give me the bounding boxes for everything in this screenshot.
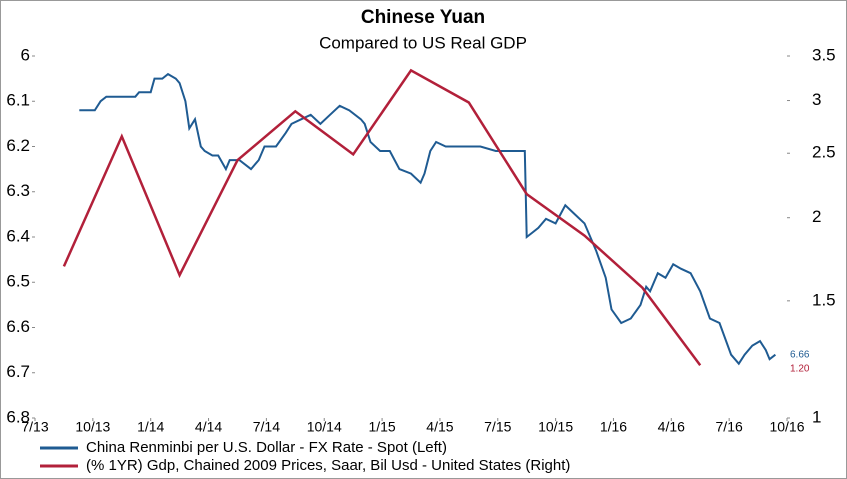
x-tick-label: 1/16 (600, 419, 627, 435)
y-tick-label: 6 (21, 45, 30, 64)
y-tick-label: 6.1 (6, 91, 30, 110)
legend-label: (% 1YR) Gdp, Chained 2009 Prices, Saar, … (86, 457, 570, 474)
x-tick-label: 7/16 (716, 419, 743, 435)
x-tick-label: 1/14 (137, 419, 164, 435)
chart-title: Chinese Yuan (361, 7, 485, 28)
legend-label: China Renminbi per U.S. Dollar - FX Rate… (86, 439, 447, 456)
y2-tick-label: 2.5 (812, 143, 836, 162)
y-tick-label: 6.8 (6, 407, 30, 426)
y2-tick-label: 3 (812, 90, 821, 109)
y2-tick-label: 1.5 (812, 290, 836, 309)
y-tick-label: 6.3 (6, 181, 30, 200)
x-tick-label: 7/15 (484, 419, 511, 435)
end-value-label: 6.66 (790, 350, 810, 361)
x-tick-label: 7/13 (21, 419, 48, 435)
y2-tick-label: 1 (812, 407, 821, 426)
end-value-label: 1.20 (790, 364, 810, 375)
x-tick-label: 4/15 (426, 419, 453, 435)
chart-subtitle: Compared to US Real GDP (319, 33, 527, 52)
y-tick-label: 6.6 (6, 317, 30, 336)
series-line (79, 72, 777, 366)
y-tick-label: 6.2 (6, 136, 30, 155)
series-line (62, 68, 702, 367)
x-tick-label: 10/13 (75, 419, 110, 435)
y2-tick-label: 3.5 (812, 45, 836, 64)
y-tick-label: 6.5 (6, 272, 30, 291)
x-tick-label: 4/16 (658, 419, 685, 435)
x-tick-label: 10/14 (307, 419, 342, 435)
y2-tick-label: 2 (812, 207, 821, 226)
x-tick-label: 1/15 (368, 419, 395, 435)
x-tick-label: 10/15 (538, 419, 573, 435)
y-tick-label: 6.4 (6, 226, 30, 245)
x-tick-label: 7/14 (253, 419, 280, 435)
y-tick-label: 6.7 (6, 362, 30, 381)
x-tick-label: 10/16 (769, 419, 804, 435)
x-tick-label: 4/14 (195, 419, 222, 435)
